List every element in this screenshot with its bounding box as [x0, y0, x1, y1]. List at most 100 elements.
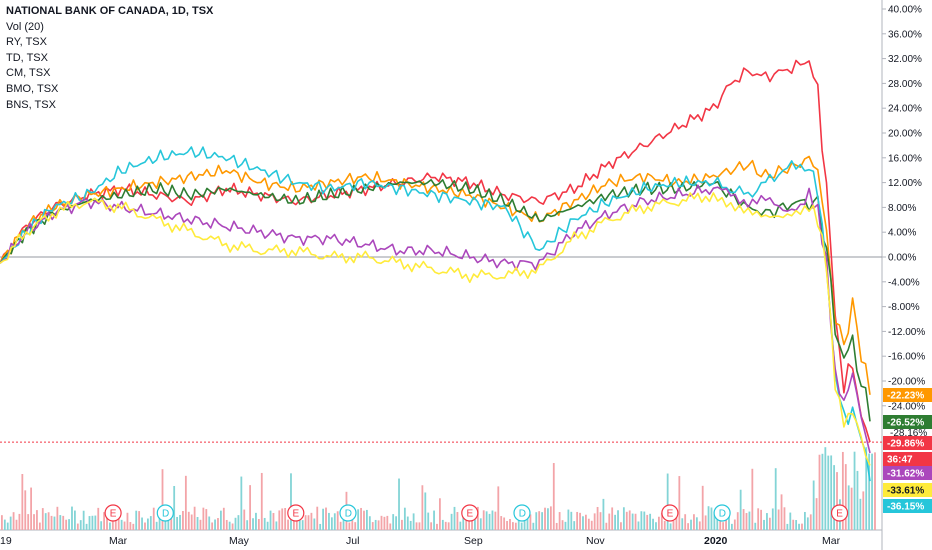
volume-bar [710, 507, 713, 530]
volume-bar [441, 519, 444, 530]
volume-bar [141, 517, 143, 530]
dividend-marker [513, 504, 531, 522]
volume-bar [658, 516, 660, 530]
volume-bar [579, 512, 581, 530]
volume-bar [517, 513, 520, 530]
volume-bar [436, 523, 438, 530]
volume-bar [76, 523, 79, 530]
legend-item-vol[interactable]: Vol (20) [6, 20, 44, 33]
volume-bar [336, 511, 339, 530]
volume-bar [36, 510, 38, 530]
volume-bar [366, 509, 368, 530]
volume-bar [760, 509, 762, 530]
volume-bar [377, 520, 380, 530]
volume-bar [476, 506, 479, 530]
volume-bar [114, 515, 117, 530]
volume-bar [24, 490, 27, 530]
volume-bar [401, 519, 403, 530]
volume-bar [871, 453, 873, 530]
volume-bar [439, 498, 441, 530]
volume-bar [874, 452, 876, 530]
volume-bar [731, 523, 733, 530]
event-marker-label: E [293, 509, 300, 520]
volume-bar [789, 512, 792, 530]
legend: NATIONAL BANK OF CANADA, 1D, TSX Vol (20… [6, 4, 213, 113]
event-marker-label: D [162, 509, 169, 520]
volume-bar [333, 513, 336, 530]
volume-bar [608, 513, 611, 530]
y-tick-label: -4.00% [888, 277, 920, 288]
event-marker-label: D [519, 509, 526, 520]
volume-bar [339, 521, 342, 530]
volume-bar [599, 512, 602, 530]
volume-bar [351, 518, 354, 530]
volume-bar [237, 515, 240, 530]
volume-bar [389, 523, 392, 530]
volume-bar [12, 512, 15, 530]
volume-bar [841, 451, 844, 530]
volume-bar [325, 507, 327, 530]
volume-bar [652, 518, 654, 530]
volume-bar [380, 515, 383, 530]
volume-bar [158, 515, 161, 530]
volume-bar [179, 514, 181, 530]
volume-bar [707, 506, 710, 530]
legend-item-td[interactable]: TD, TSX [6, 51, 48, 64]
volume-bar [348, 522, 351, 530]
volume-bar [695, 517, 698, 530]
volume-bar [217, 518, 219, 530]
event-marker-label: E [836, 509, 843, 520]
volume-bar [360, 507, 362, 530]
volume-bar [424, 492, 427, 530]
volume-bar [187, 511, 190, 530]
volume-bar [342, 519, 345, 530]
volume-bar [65, 519, 68, 530]
volume-bar [430, 522, 433, 530]
volume-bar [368, 516, 371, 530]
series-line-cm [0, 146, 871, 482]
volume-bar [269, 510, 272, 530]
value-badge [883, 388, 932, 402]
volume-bar [809, 514, 812, 530]
volume-bar [85, 523, 88, 530]
volume-bar [304, 515, 307, 530]
volume-bar [602, 498, 605, 530]
volume-bar [50, 515, 53, 530]
volume-bar [570, 511, 573, 530]
volume-bar [468, 520, 470, 530]
volume-bar [322, 508, 324, 530]
volume-bar [780, 494, 783, 530]
volume-bar [255, 512, 257, 530]
legend-item-cm[interactable]: CM, TSX [6, 67, 51, 80]
value-badge [883, 466, 932, 480]
volume-bar [97, 507, 100, 530]
volume-bar [415, 522, 418, 530]
x-tick-label: Nov [586, 535, 605, 547]
volume-bar [544, 507, 546, 530]
volume-bar [427, 512, 430, 530]
volume-bar [433, 510, 435, 530]
earnings-marker [661, 504, 679, 522]
volume-bar [742, 509, 745, 530]
volume-bar [713, 511, 716, 530]
volume-bar [403, 507, 406, 530]
volume-bar [585, 514, 587, 530]
event-marker-label: D [345, 509, 352, 520]
volume-bar [15, 519, 18, 530]
volume-bar [290, 473, 292, 530]
volume-bar [249, 485, 251, 530]
legend-item-bns[interactable]: BNS, TSX [6, 98, 56, 111]
volume-bar [482, 510, 485, 530]
volume-bar [214, 519, 216, 530]
volume-bar [643, 511, 646, 530]
volume-bar [456, 512, 459, 530]
volume-bar [44, 513, 47, 530]
legend-item-bmo[interactable]: BMO, TSX [6, 82, 59, 95]
y-tick-label: 20.00% [888, 129, 922, 140]
volume-bar [655, 522, 657, 530]
x-tick-label: Jul [346, 535, 359, 547]
y-tick-label: 36.00% [888, 29, 922, 40]
legend-item-ry[interactable]: RY, TSX [6, 36, 47, 49]
